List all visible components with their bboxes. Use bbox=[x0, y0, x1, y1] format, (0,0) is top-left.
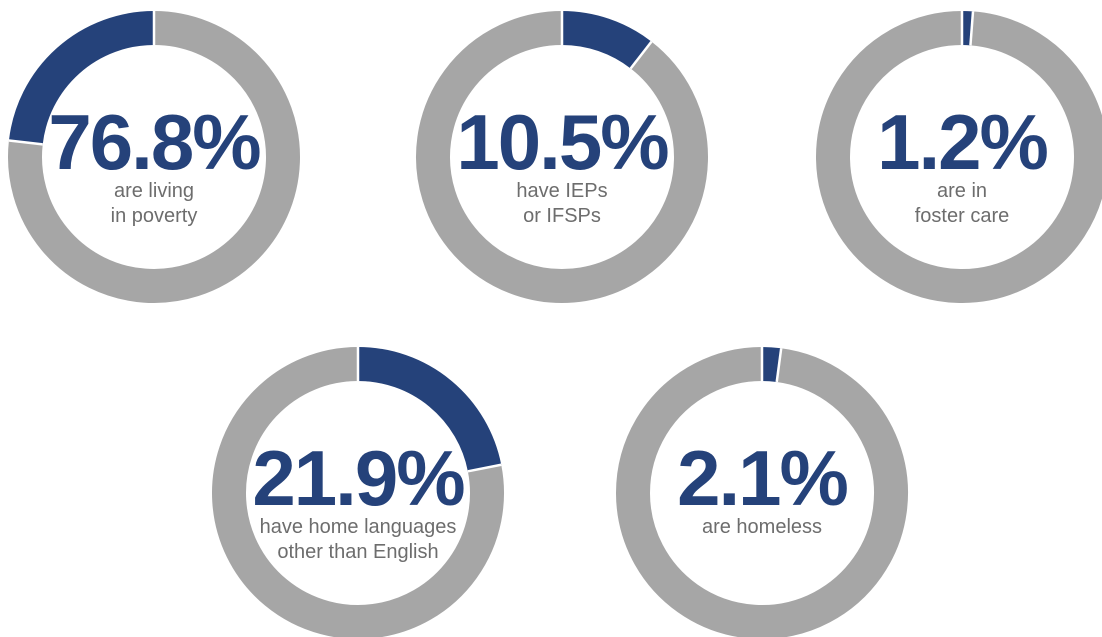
donut-caption: have IEPs bbox=[516, 180, 607, 202]
donut-caption: are homeless bbox=[702, 516, 822, 538]
donut-track bbox=[416, 11, 708, 303]
value-label: 10.5% bbox=[456, 98, 668, 186]
donut-segment bbox=[357, 347, 502, 472]
donut-caption: foster care bbox=[915, 205, 1009, 227]
donut: 76.8%are living in poverty bbox=[8, 11, 300, 303]
value-label: 76.8% bbox=[48, 98, 260, 186]
donut-caption: are in bbox=[937, 180, 987, 202]
donut: 10.5%have IEPs or IFSPs bbox=[416, 11, 708, 303]
donut-caption: or IFSPs bbox=[523, 205, 601, 227]
donut-track bbox=[212, 347, 504, 637]
value-label: 2.1% bbox=[677, 434, 847, 522]
value-label: 1.2% bbox=[877, 98, 1047, 186]
donut-segment bbox=[561, 11, 652, 69]
donut-track bbox=[8, 11, 300, 303]
segment-divider bbox=[969, 11, 975, 46]
segment-divider bbox=[629, 40, 653, 70]
donut-caption: are living bbox=[114, 180, 194, 202]
donut-caption: in poverty bbox=[111, 205, 198, 227]
donut: 1.2%are in foster care bbox=[816, 11, 1102, 303]
donut-track bbox=[816, 11, 1102, 303]
donut-caption: have home languages bbox=[260, 516, 457, 538]
donut: 2.1%are homeless bbox=[616, 347, 908, 637]
donut-track bbox=[616, 347, 908, 637]
value-label: 21.9% bbox=[252, 434, 464, 522]
segment-divider bbox=[467, 463, 502, 473]
donut-caption: other than English bbox=[277, 541, 438, 563]
donut-segment bbox=[761, 347, 782, 383]
segment-divider bbox=[8, 139, 43, 146]
donut-segment bbox=[8, 11, 155, 145]
donut: 21.9%have home languages other than Engli… bbox=[212, 347, 504, 637]
segment-divider bbox=[775, 348, 783, 383]
